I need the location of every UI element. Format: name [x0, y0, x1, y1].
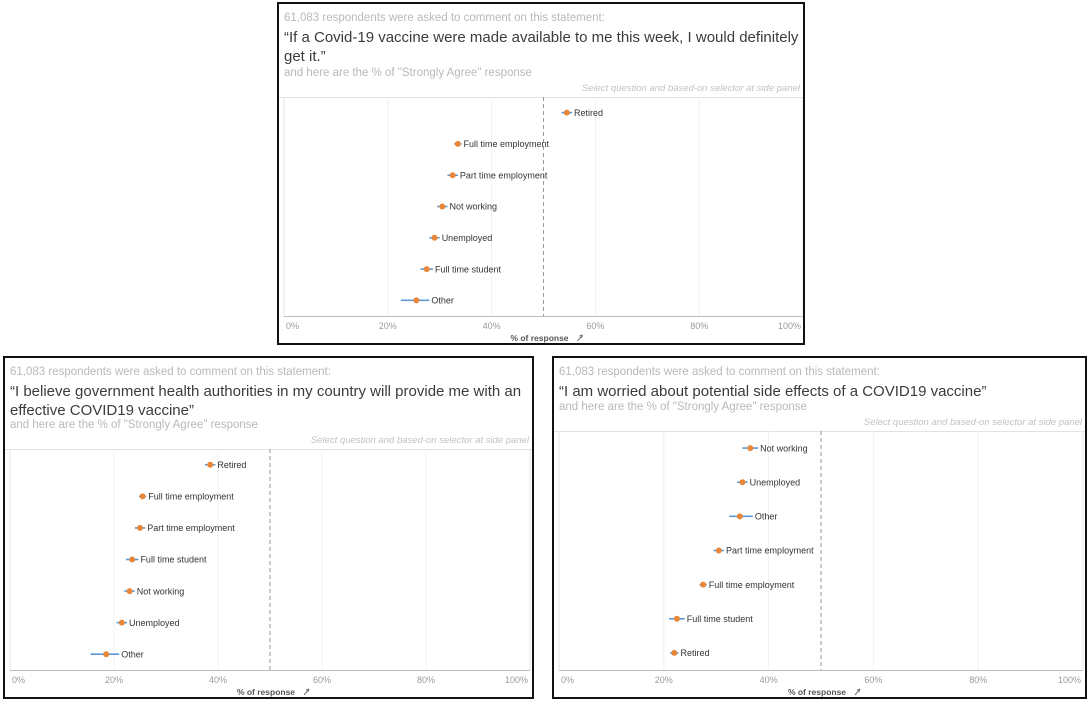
selector-note: Select question and based-on selector at… [310, 435, 529, 446]
category-label: Full time employment [709, 580, 795, 590]
respondents-intro: 61,083 respondents were asked to comment… [10, 366, 331, 378]
data-point [431, 234, 438, 241]
data-point [137, 524, 143, 531]
x-tick-label: 80% [417, 675, 435, 685]
selector-note: Select question and based-on selector at… [581, 83, 800, 94]
category-label: Retired [217, 460, 246, 470]
dot-plot: 0% 20% 40% 60% 80% 100% % of response Retired Fu… [279, 97, 803, 343]
x-tick-label: 100% [505, 675, 528, 685]
response-subtitle: and here are the % of "Strongly Agree" r… [284, 67, 532, 79]
category-label: Full time student [687, 614, 754, 624]
x-tick-label: 40% [483, 321, 501, 331]
x-tick-label: 20% [105, 675, 123, 685]
chart-panel-vaccine-uptake: 61,083 respondents were asked to comment… [277, 2, 805, 345]
statement-title: “If a Covid-19 vaccine were made availab… [284, 29, 799, 65]
category-label: Not working [449, 202, 497, 212]
category-label: Part time employment [460, 170, 548, 180]
category-label: Not working [760, 443, 808, 453]
data-point [439, 203, 446, 210]
data-point [747, 445, 754, 452]
sort-descending-icon [854, 688, 861, 696]
category-label: Full time student [140, 555, 207, 565]
category-label: Retired [680, 648, 709, 658]
chart-panel-side-effects: 61,083 respondents were asked to comment… [552, 356, 1087, 699]
x-tick-label: 60% [864, 675, 882, 685]
x-tick-label: 0% [286, 321, 299, 331]
data-point [736, 513, 743, 520]
respondents-intro: 61,083 respondents were asked to comment… [284, 12, 605, 24]
data-point [103, 651, 110, 658]
x-axis-title: % of response [237, 687, 295, 697]
x-axis-title: % of response [788, 687, 846, 697]
statement-title: “I believe government health authorities… [10, 383, 522, 419]
data-point [413, 297, 420, 304]
sort-descending-icon [577, 334, 583, 342]
data-point [739, 479, 746, 486]
x-tick-label: 0% [12, 675, 25, 685]
data-point [700, 581, 707, 588]
data-point [673, 615, 680, 622]
statement-title: “I am worried about potential side effec… [559, 383, 987, 400]
data-point [118, 619, 125, 626]
category-label: Other [121, 649, 144, 659]
category-label: Other [431, 296, 454, 306]
x-tick-label: 60% [586, 321, 604, 331]
data-point [129, 556, 136, 563]
category-label: Unemployed [750, 477, 801, 487]
x-tick-label: 100% [1058, 675, 1081, 685]
x-axis-title: % of response [510, 333, 568, 343]
category-label: Part time employment [726, 546, 814, 556]
response-subtitle: and here are the % of "Strongly Agree" r… [10, 419, 258, 431]
x-tick-label: 60% [313, 675, 331, 685]
category-label: Full time employment [463, 139, 549, 149]
selector-note: Select question and based-on selector at… [863, 417, 1082, 428]
data-point [126, 588, 133, 595]
data-point [563, 109, 570, 116]
x-tick-label: 20% [655, 675, 673, 685]
respondents-intro: 61,083 respondents were asked to comment… [559, 366, 880, 378]
category-label: Not working [137, 586, 185, 596]
x-tick-label: 100% [778, 321, 801, 331]
chart-panel-government-trust: 61,083 respondents were asked to comment… [3, 356, 534, 699]
category-label: Full time employment [148, 492, 234, 502]
response-subtitle: and here are the % of "Strongly Agree" r… [559, 401, 807, 413]
data-point [423, 266, 430, 273]
category-label: Full time student [435, 264, 502, 274]
x-tick-label: 80% [969, 675, 987, 685]
x-tick-label: 20% [379, 321, 397, 331]
dot-plot: 0% 20% 40% 60% 80% 100% % of response Not worki… [554, 431, 1085, 697]
x-tick-label: 40% [760, 675, 778, 685]
data-point [671, 649, 678, 656]
x-tick-label: 40% [209, 675, 227, 685]
dot-plot: 0% 20% 40% 60% 80% 100% % of response Retired Fu… [5, 449, 532, 697]
data-point [207, 461, 214, 468]
data-point [454, 140, 461, 147]
category-label: Unemployed [129, 618, 180, 628]
x-tick-label: 0% [561, 675, 574, 685]
category-label: Part time employment [147, 523, 235, 533]
x-tick-label: 80% [690, 321, 708, 331]
data-point [139, 493, 146, 500]
sort-descending-icon [303, 688, 310, 696]
category-label: Unemployed [442, 233, 493, 243]
data-point [715, 547, 722, 554]
category-label: Other [755, 512, 778, 522]
category-label: Retired [574, 108, 603, 118]
data-point [449, 172, 456, 179]
